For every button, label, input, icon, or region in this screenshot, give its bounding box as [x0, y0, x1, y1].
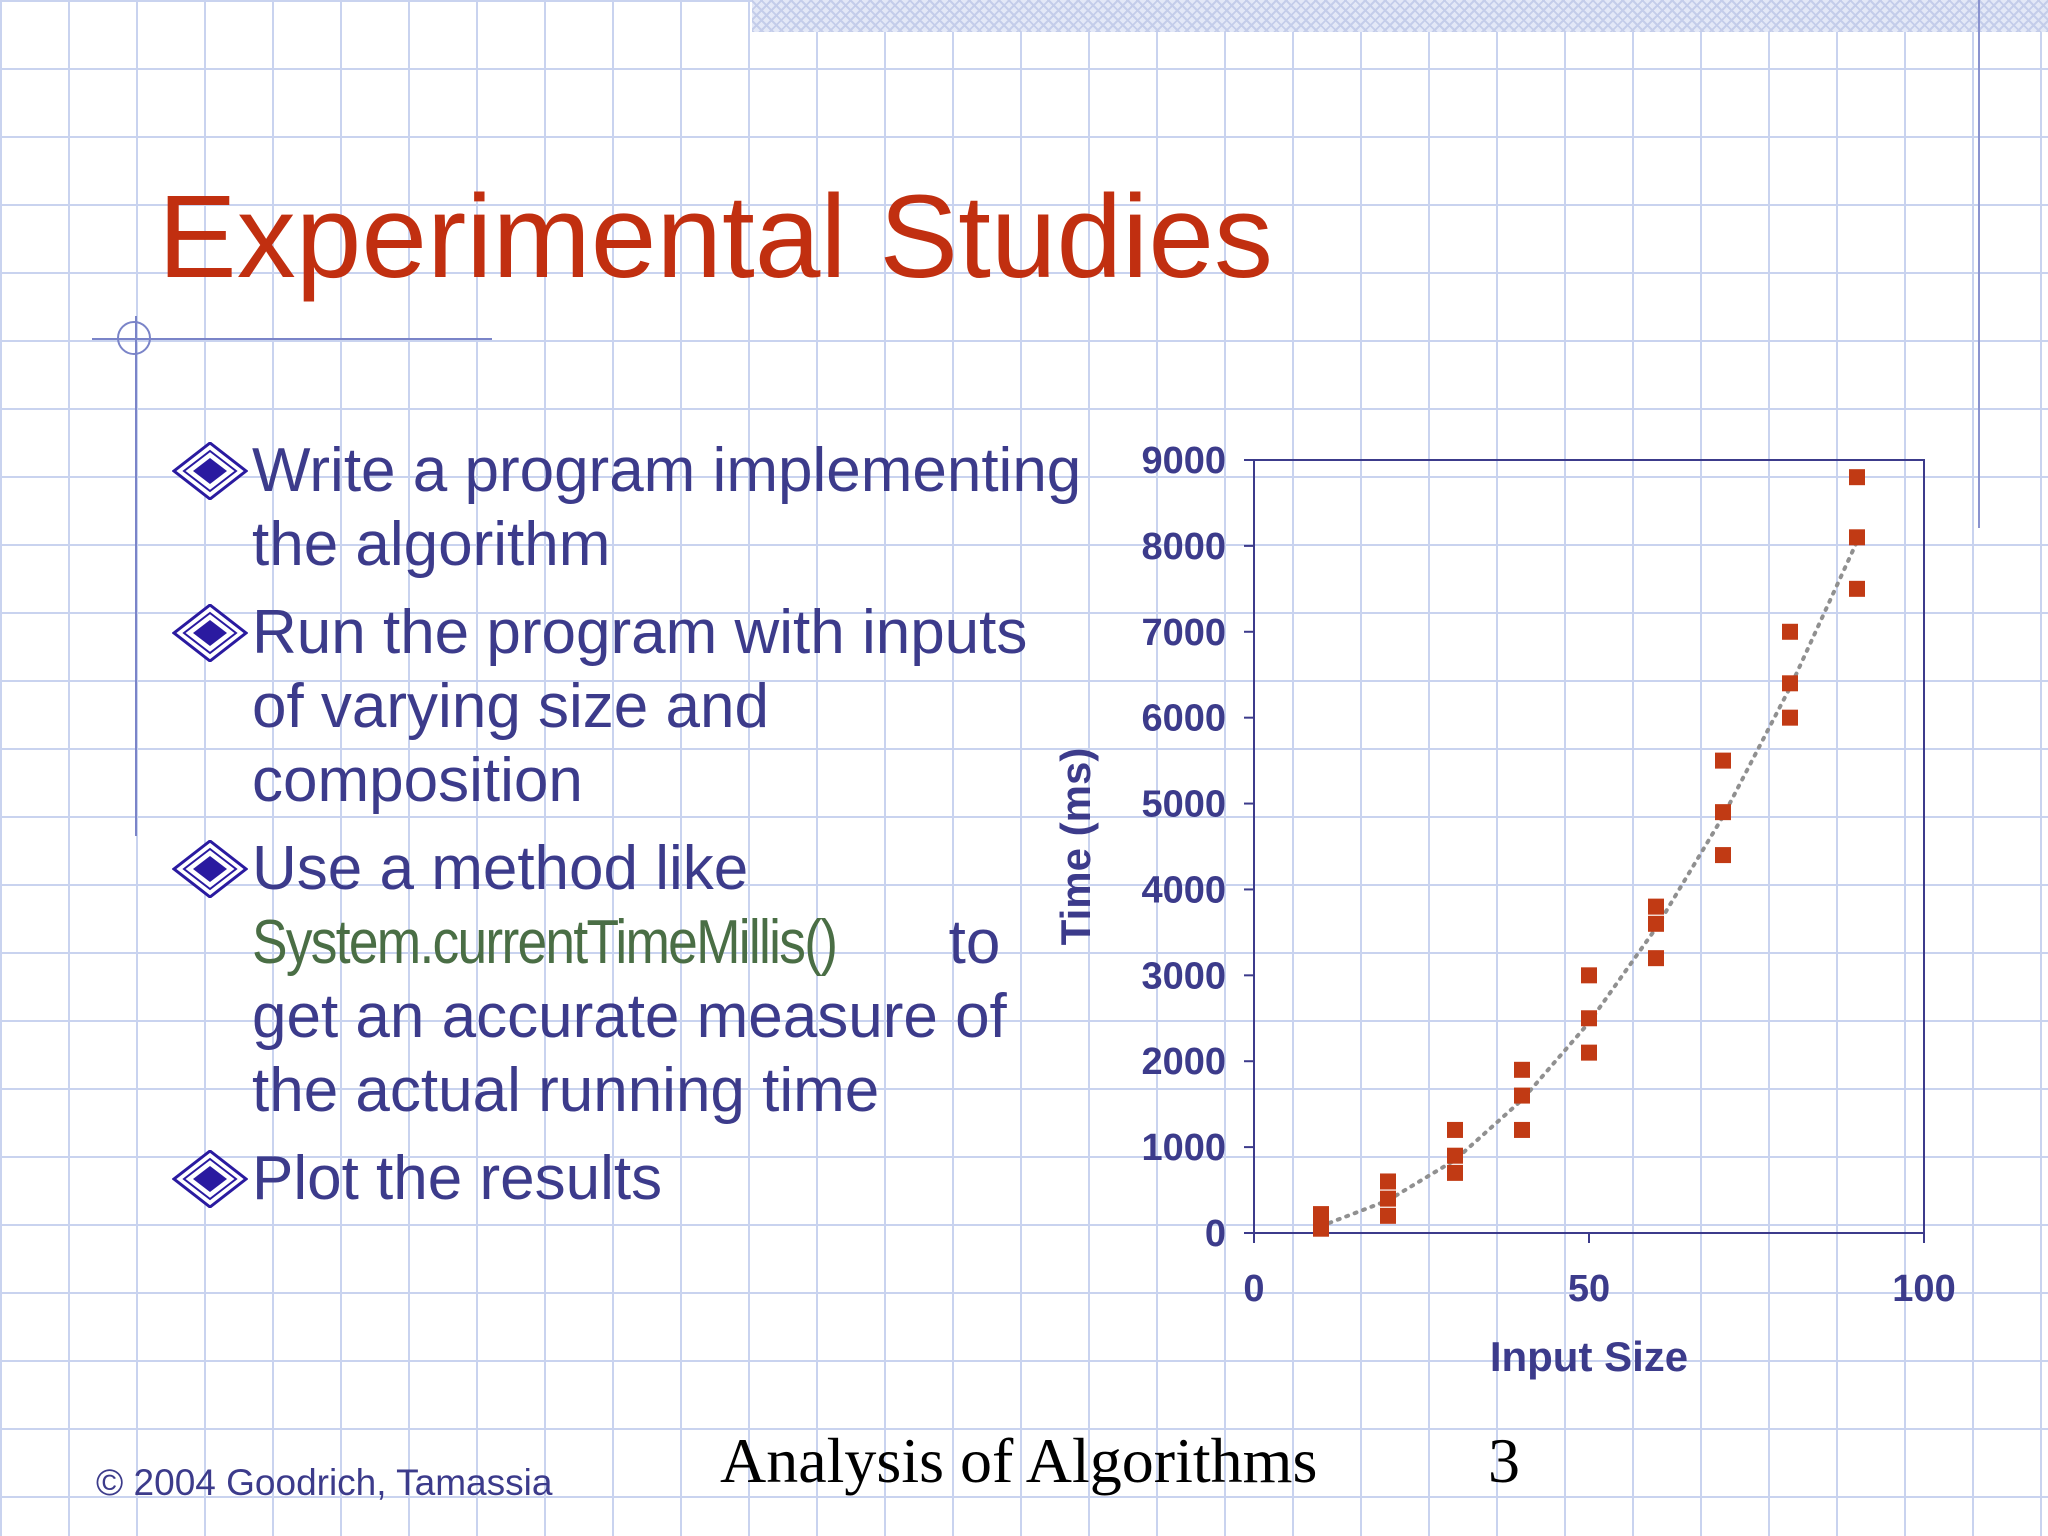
y-tick-label: 9000: [1141, 440, 1226, 482]
left-vertical-rule: [135, 316, 137, 836]
page-number: 3: [1488, 1425, 1520, 1496]
y-tick-label: 2000: [1141, 1041, 1226, 1083]
y-tick-label: 1000: [1141, 1127, 1226, 1169]
y-tick-label: 7000: [1141, 612, 1226, 654]
code-snippet: System.currentTimeMillis(): [252, 908, 838, 977]
data-point: [1648, 915, 1664, 932]
data-point: [1849, 529, 1865, 546]
bullet-item: Write a program implementing the algorit…: [172, 434, 1092, 582]
bullet-item: Plot the results: [172, 1142, 1092, 1216]
bullet-text-before: Use a method like: [252, 834, 749, 903]
data-point: [1514, 1087, 1530, 1104]
data-point: [1380, 1173, 1396, 1190]
bullet-text: Use a method like System.currentTimeMill…: [252, 832, 1092, 1128]
x-tick-label: 0: [1243, 1268, 1264, 1310]
y-tick-label: 3000: [1141, 955, 1226, 997]
top-decorative-band: [752, 0, 2048, 32]
x-tick-label: 50: [1568, 1268, 1610, 1310]
data-point: [1514, 1121, 1530, 1138]
bullet-text: Plot the results: [252, 1144, 663, 1213]
data-point: [1380, 1207, 1396, 1224]
x-tick-label: 100: [1892, 1268, 1955, 1310]
bullet-text-after: to get an accurate measure of the actual…: [252, 908, 1007, 1125]
data-point: [1581, 1044, 1597, 1061]
y-tick-label: 8000: [1141, 526, 1226, 568]
data-point: [1514, 1061, 1530, 1078]
y-axis-label: Time (ms): [1052, 748, 1099, 946]
trendline: [1319, 539, 1859, 1229]
data-point: [1581, 1010, 1597, 1027]
crosshair-icon: [117, 321, 151, 355]
data-point: [1782, 623, 1798, 640]
slide-title: Experimental Studies: [158, 171, 1274, 303]
bullet-text: Run the program with inputs of varying s…: [252, 598, 1028, 815]
bullet-text: Write a program implementing the algorit…: [252, 436, 1082, 579]
right-vertical-rule: [1978, 0, 1980, 528]
data-point: [1715, 847, 1731, 864]
data-point: [1581, 967, 1597, 984]
diamond-bullet-icon: [172, 840, 248, 898]
y-tick-label: 0: [1205, 1213, 1226, 1255]
x-axis-label: Input Size: [1490, 1333, 1688, 1380]
data-point: [1447, 1147, 1463, 1164]
bullet-list: Write a program implementing the algorit…: [172, 434, 1092, 1230]
data-point: [1849, 469, 1865, 486]
data-point: [1648, 950, 1664, 967]
footer-title: Analysis of Algorithms: [720, 1425, 1318, 1496]
copyright-text: © 2004 Goodrich, Tamassia: [96, 1462, 553, 1503]
data-point: [1313, 1206, 1329, 1223]
data-point: [1849, 580, 1865, 597]
data-point: [1380, 1190, 1396, 1207]
y-tick-label: 6000: [1141, 698, 1226, 740]
diamond-bullet-icon: [172, 442, 248, 500]
data-point: [1782, 675, 1798, 692]
data-point: [1648, 898, 1664, 915]
data-point: [1447, 1121, 1463, 1138]
bullet-item: Use a method like System.currentTimeMill…: [172, 832, 1092, 1128]
data-point: [1715, 804, 1731, 821]
bullet-item: Run the program with inputs of varying s…: [172, 596, 1092, 818]
y-tick-label: 4000: [1141, 869, 1226, 911]
title-underline-rule: [92, 338, 492, 340]
data-point: [1715, 752, 1731, 769]
scatter-chart: 0 1000 2000 3000 4000 5000 6000 7000 8000 9000 0 50…: [1052, 440, 1956, 1380]
diamond-bullet-icon: [172, 604, 248, 662]
data-point: [1782, 709, 1798, 726]
plot-frame: [1253, 459, 1925, 1234]
y-tick-label: 5000: [1141, 784, 1226, 826]
diamond-bullet-icon: [172, 1150, 248, 1208]
data-point: [1447, 1164, 1463, 1181]
